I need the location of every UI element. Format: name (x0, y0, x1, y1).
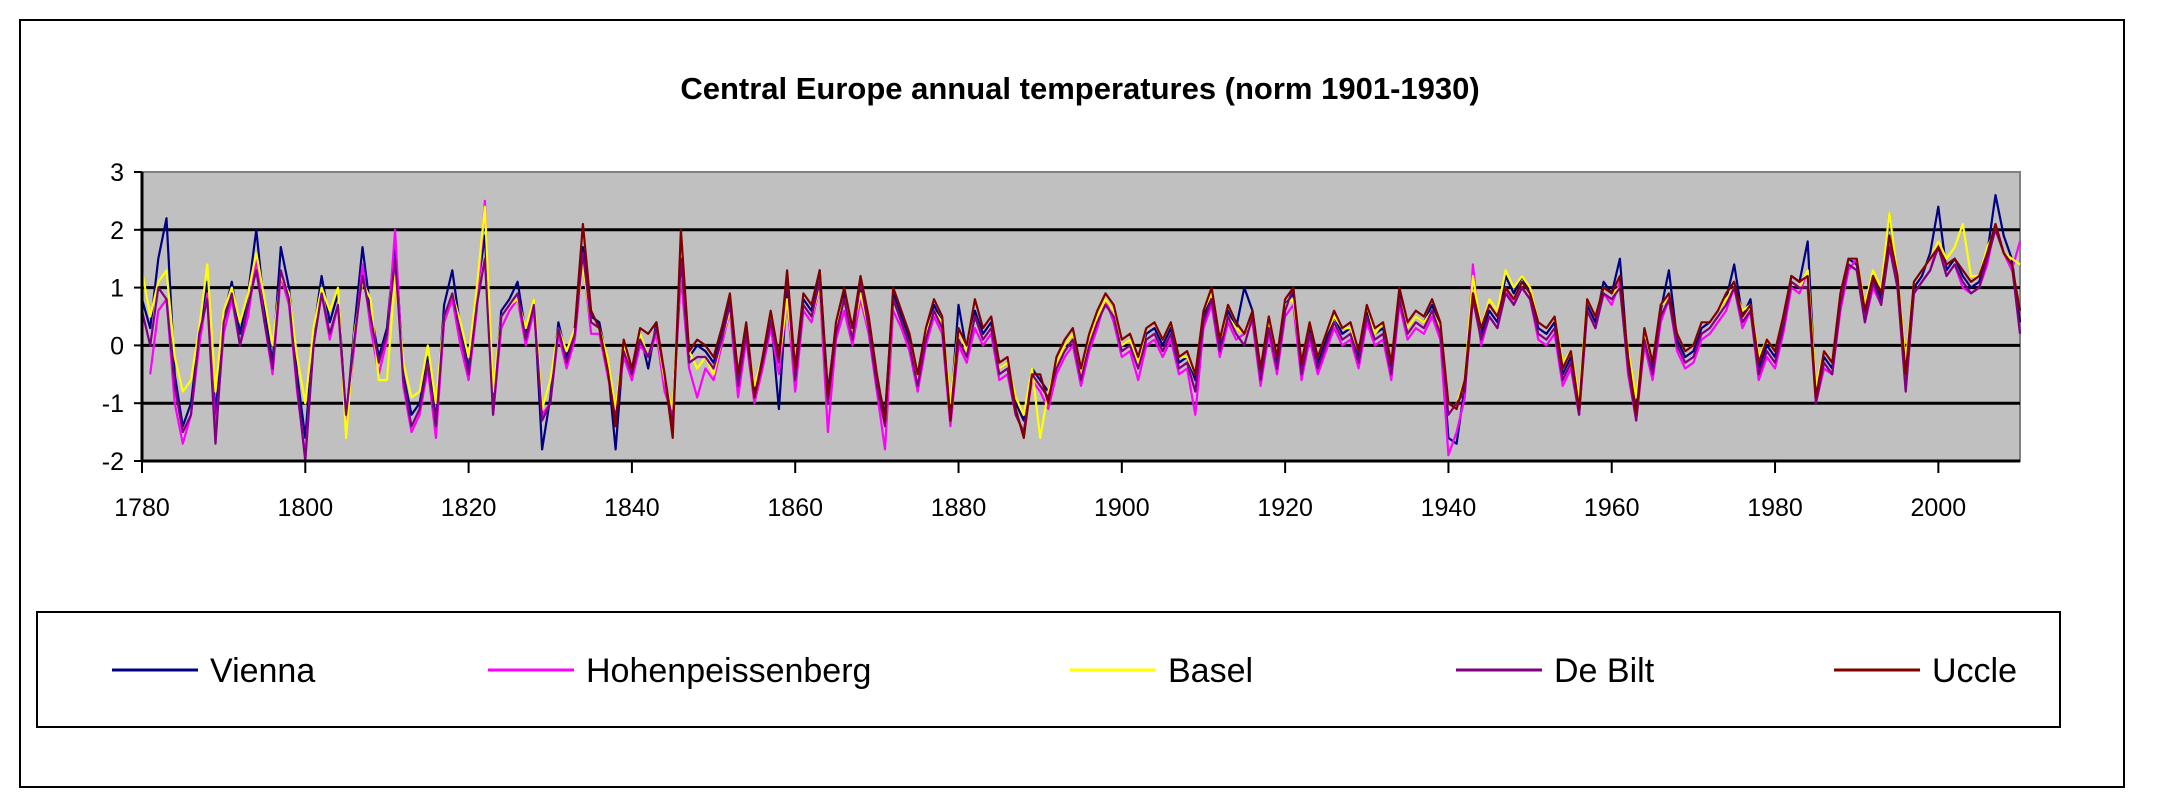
legend-item-vienna: Vienna (112, 652, 315, 690)
legend-item-basel: Basel (1070, 652, 1253, 690)
x-tick-label: 1960 (1584, 494, 1640, 522)
y-tick-label: -2 (102, 448, 124, 476)
x-tick-label: 2000 (1911, 494, 1967, 522)
legend-item-uccle: Uccle (1834, 652, 2017, 690)
legend (36, 611, 2061, 728)
legend-item-de-bilt: De Bilt (1456, 652, 1655, 690)
series-line-de-bilt (140, 228, 2022, 463)
x-tick-label: 1780 (114, 494, 170, 522)
x-tick-label: 1880 (931, 494, 987, 522)
legend-label: De Bilt (1554, 652, 1655, 690)
series-line-uccle (573, 222, 2022, 439)
legend-item-hohenpeissenberg: Hohenpeissenberg (488, 652, 871, 690)
series-line-hohenpeissenberg (149, 199, 2022, 457)
legend-label: Hohenpeissenberg (586, 652, 871, 690)
x-tick-label: 1940 (1421, 494, 1477, 522)
y-tick-label: 1 (110, 275, 124, 303)
y-tick-label: 2 (110, 217, 124, 245)
chart-title: Central Europe annual temperatures (norm… (680, 71, 1479, 106)
y-tick-label: 3 (110, 159, 124, 187)
x-tick-label: 1900 (1094, 494, 1150, 522)
x-tick-label: 1920 (1257, 494, 1313, 522)
y-tick-label: -1 (102, 390, 124, 418)
legend-label: Vienna (210, 652, 315, 690)
plot-area (141, 171, 2021, 462)
legend-label: Basel (1168, 652, 1253, 690)
x-tick-label: 1840 (604, 494, 660, 522)
y-tick-label: 0 (110, 332, 124, 360)
x-tick-label: 1820 (441, 494, 497, 522)
x-tick-label: 1860 (767, 494, 823, 522)
x-tick-label: 1980 (1747, 494, 1803, 522)
x-tick-label: 1800 (277, 494, 333, 522)
legend-label: Uccle (1932, 652, 2017, 690)
